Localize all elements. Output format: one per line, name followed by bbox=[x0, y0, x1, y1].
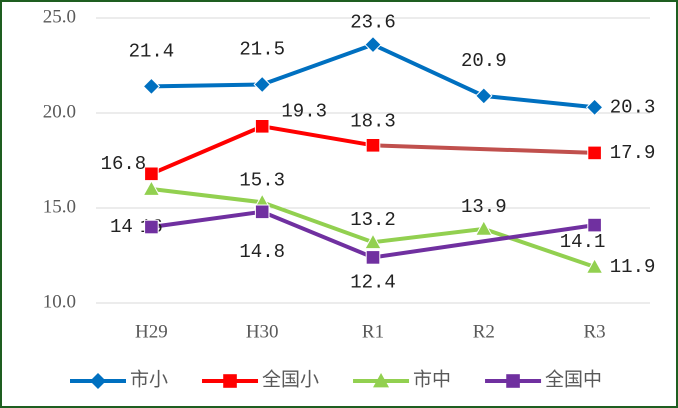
data-label: 12.4 bbox=[350, 271, 396, 293]
marker bbox=[142, 179, 161, 196]
marker bbox=[142, 77, 161, 96]
data-label: 21.4 bbox=[129, 40, 175, 62]
gap-line bbox=[372, 223, 595, 260]
marker bbox=[475, 87, 493, 105]
marker bbox=[144, 166, 159, 182]
marker bbox=[254, 119, 270, 134]
data-label: 21.5 bbox=[239, 39, 285, 61]
legend-label: 市小 bbox=[130, 368, 168, 390]
data-label: 14 bbox=[110, 216, 133, 238]
marker bbox=[587, 145, 602, 161]
data-label: 23.6 bbox=[350, 12, 396, 34]
marker bbox=[373, 373, 390, 388]
marker bbox=[223, 374, 237, 388]
marker bbox=[474, 219, 493, 236]
marker bbox=[364, 233, 382, 250]
marker bbox=[506, 374, 520, 388]
legend-label: 市中 bbox=[413, 368, 451, 390]
legend-label: 全国小 bbox=[262, 368, 319, 390]
x-tick-label: H29 bbox=[135, 321, 168, 342]
marker bbox=[90, 373, 106, 389]
data-label: 13.2 bbox=[350, 209, 396, 231]
data-label: 18.3 bbox=[350, 110, 396, 132]
gap-line bbox=[372, 143, 595, 155]
legend-label: 全国中 bbox=[545, 368, 602, 390]
marker bbox=[254, 204, 270, 220]
data-label: 15.3 bbox=[239, 169, 285, 191]
x-tick-label: R3 bbox=[584, 321, 606, 342]
y-tick-label: 10.0 bbox=[43, 291, 76, 312]
data-label: 14.8 bbox=[239, 241, 285, 263]
data-label: 16.8 bbox=[101, 153, 147, 175]
data-label: 14.1 bbox=[560, 231, 606, 253]
y-tick-label: 25.0 bbox=[43, 6, 76, 27]
marker bbox=[587, 217, 602, 233]
marker bbox=[365, 138, 381, 153]
marker bbox=[144, 219, 159, 235]
marker bbox=[585, 98, 604, 117]
x-tick-label: R2 bbox=[473, 321, 495, 342]
data-label: 17.9 bbox=[610, 142, 656, 164]
y-tick-label: 15.0 bbox=[43, 196, 76, 217]
data-label: 19.3 bbox=[281, 100, 327, 122]
y-tick-label: 20.0 bbox=[43, 101, 76, 122]
data-label: 20.9 bbox=[461, 50, 507, 72]
marker bbox=[253, 75, 271, 94]
x-tick-label: H30 bbox=[246, 321, 279, 342]
data-label: 20.3 bbox=[610, 96, 656, 118]
data-label: 11.9 bbox=[610, 256, 656, 278]
marker bbox=[365, 250, 381, 265]
marker bbox=[364, 35, 382, 54]
data-label: 13.9 bbox=[461, 196, 507, 218]
marker bbox=[585, 257, 604, 274]
x-tick-label: R1 bbox=[362, 321, 384, 342]
